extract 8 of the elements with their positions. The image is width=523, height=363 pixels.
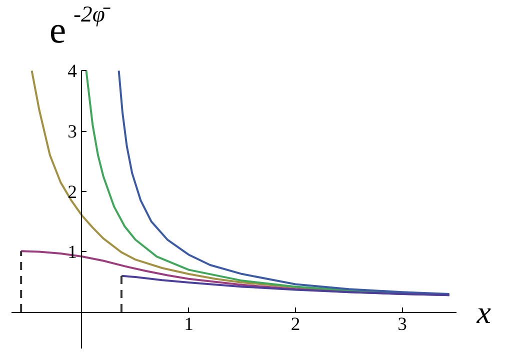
y-tick-label: 4 bbox=[68, 61, 78, 82]
x-tick-label: 2 bbox=[290, 314, 300, 336]
x-tick-label: 1 bbox=[184, 314, 194, 336]
y-tick-label: 2 bbox=[68, 182, 77, 203]
y-tick-label: 3 bbox=[68, 122, 77, 143]
x-axis-title: x bbox=[476, 294, 491, 330]
line-series bbox=[120, 274, 450, 296]
x-tick-label: 3 bbox=[398, 314, 407, 336]
